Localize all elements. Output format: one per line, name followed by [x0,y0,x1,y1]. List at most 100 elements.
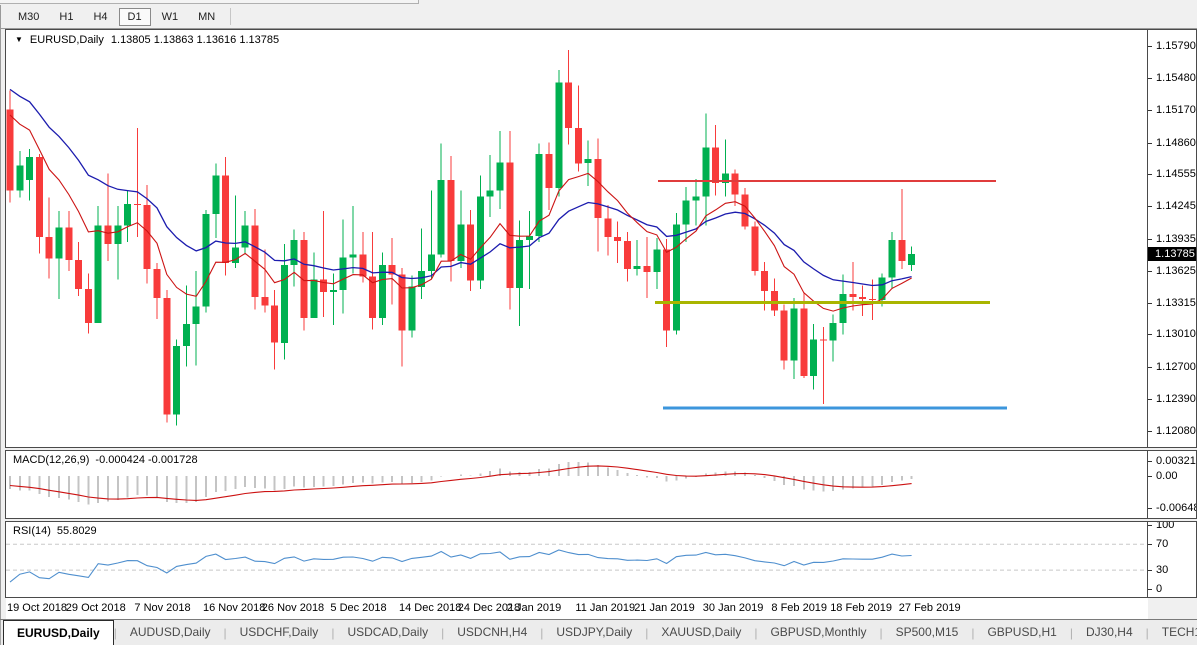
rsi-plot[interactable] [6,522,1149,597]
date-label: 14 Dec 2018 [399,602,462,614]
symbol-tab-usdcnh[interactable]: USDCNH,H4 [457,625,528,639]
rsi-label-row: RSI(14) 55.8029 [13,525,97,537]
timeframe-toolbar: M30 H1 H4 D1 W1 MN [0,5,1197,29]
date-label: 27 Feb 2019 [898,602,961,614]
toolbar-separator [230,8,232,25]
candles-layer [6,50,916,426]
tab-separator: | [331,625,335,640]
current-price-tag: 1.13785 [1148,247,1196,262]
rsi-indicator-value: 55.8029 [56,525,97,537]
date-axis[interactable]: 19 Oct 2018 29 Oct 2018 7 Nov 2018 16 Nov 2… [6,598,1148,619]
chart-stack: 1.15790 1.15480 1.15170 1.14860 1.14555 1.142… [5,29,1197,598]
macd-tick-label: 0.003216 [1148,455,1196,467]
toolbar-grip [0,0,419,4]
rsi-line [9,549,912,583]
macd-signal-line [9,465,912,501]
macd-svg[interactable] [6,451,1148,518]
price-tick-label: 1.12390 [1148,393,1196,405]
rsi-svg[interactable] [6,522,1148,597]
timeframe-button-w1[interactable]: W1 [161,10,179,23]
date-label: 8 Feb 2019 [771,602,828,614]
timeframe-button-h4[interactable]: H4 [93,10,108,23]
symbol-tab-audusd[interactable]: AUDUSD,Daily [129,625,211,639]
rsi-scale[interactable]: 100 70 30 0 [1148,522,1196,597]
chart-dropdown-icon[interactable]: ▼ [15,35,23,44]
rsi-indicator-label: RSI(14) [13,525,51,537]
symbol-tab-usdjpy[interactable]: USDJPY,Daily [556,625,633,639]
macd-panel: 0.003216 0.00 -0.00648 MACD(12,26,9) -0.00… [5,450,1197,519]
ma-lines-layer [9,88,912,312]
macd-tick-label: 0.00 [1148,470,1177,482]
macd-plot[interactable] [6,451,1149,518]
rsi-tick-label: 0 [1148,583,1162,595]
date-label: 26 Nov 2018 [261,602,325,614]
price-tick-label: 1.13010 [1148,328,1196,340]
price-tick-label: 1.14245 [1148,200,1196,212]
main-plot[interactable] [6,30,1149,447]
price-tick-label: 1.12080 [1148,425,1196,437]
macd-indicator-values: -0.000424 -0.001728 [95,454,198,466]
date-label: 21 Jan 2019 [634,602,695,614]
timeframe-button-m30[interactable]: M30 [18,10,40,23]
symbol-tab-usdchf[interactable]: USDCHF,Daily [239,625,319,639]
chart-ohlc-values: 1.13805 1.13863 1.13616 1.13785 [110,34,280,46]
main-chart-panel: 1.15790 1.15480 1.15170 1.14860 1.14555 1.142… [5,29,1197,448]
symbol-tab-xauusd[interactable]: XAUUSD,Daily [661,625,742,639]
window-top-edge [0,0,1197,5]
price-tick-label: 1.14555 [1148,168,1196,180]
symbol-tabs: EURUSD,Daily | AUDUSD,Daily | USDCHF,Daily | U… [1,620,1197,645]
tabbar-grip[interactable] [0,620,1,645]
date-label: 24 Dec 2018 [457,602,521,614]
tab-separator: | [223,625,227,640]
date-label: 5 Dec 2018 [330,602,387,614]
rsi-tick-label: 70 [1148,538,1168,550]
tab-separator: | [971,625,975,640]
symbol-tab-tech100[interactable]: TECH100,H1 [1161,625,1197,639]
price-tick-label: 1.13315 [1148,297,1196,309]
macd-scale[interactable]: 0.003216 0.00 -0.00648 [1148,451,1196,518]
date-label: 19 Oct 2018 [7,602,67,614]
tab-separator: | [113,625,117,640]
rsi-panel: 100 70 30 0 RSI(14) 55.8029 [5,521,1197,598]
symbol-tab-usdcad[interactable]: USDCAD,Daily [347,625,429,639]
symbol-tab-gbpusd[interactable]: GBPUSD,H1 [987,625,1057,639]
price-scale[interactable]: 1.15790 1.15480 1.15170 1.14860 1.14555 1.142… [1148,30,1196,447]
macd-label-row: MACD(12,26,9) -0.000424 -0.001728 [13,454,198,466]
tab-separator: | [1069,625,1073,640]
date-label: 16 Nov 2018 [203,602,266,614]
symbol-tabbar: EURUSD,Daily | AUDUSD,Daily | USDCHF,Daily | U… [0,619,1197,645]
price-tick-label: 1.12700 [1148,361,1196,373]
date-label: 30 Jan 2019 [702,602,764,614]
timeframe-button-d1[interactable]: D1 [118,7,151,26]
price-tick-label: 1.13625 [1148,265,1196,277]
price-tick-label: 1.15170 [1148,104,1196,116]
tab-separator: | [879,625,883,640]
price-tick-label: 1.14860 [1148,137,1196,149]
rsi-level-lines [6,543,1148,571]
tab-separator: | [754,625,758,640]
date-label: 2 Jan 2019 [506,602,562,614]
timeframe-button-h1[interactable]: H1 [59,10,74,23]
date-label: 18 Feb 2019 [830,602,892,614]
symbol-tab-eurusd[interactable]: EURUSD,Daily [3,620,114,645]
tab-separator: | [540,625,544,640]
price-tick-label: 1.13935 [1148,233,1196,245]
price-tick-label: 1.15480 [1148,72,1196,84]
price-tick-label: 1.15790 [1148,40,1196,52]
tab-separator: | [441,625,445,640]
chart-title: ▼ EURUSD,Daily 1.13805 1.13863 1.13616 1… [15,34,279,46]
tab-separator: | [645,625,649,640]
main-chart-svg[interactable] [6,30,1148,447]
chart-symbol-label: EURUSD,Daily [29,34,104,46]
macd-tick-label: -0.00648 [1148,502,1196,514]
rsi-tick-label: 30 [1148,564,1168,576]
date-label: 29 Oct 2018 [65,602,126,614]
symbol-tab-gbpusd[interactable]: GBPUSD,Monthly [770,625,867,639]
date-label: 7 Nov 2018 [134,602,191,614]
tab-separator: | [1145,625,1149,640]
symbol-tab-dj30[interactable]: DJ30,H4 [1085,625,1133,639]
rsi-tick-label: 100 [1148,522,1174,531]
timeframe-button-mn[interactable]: MN [198,10,216,23]
symbol-tab-sp500[interactable]: SP500,M15 [895,625,959,639]
